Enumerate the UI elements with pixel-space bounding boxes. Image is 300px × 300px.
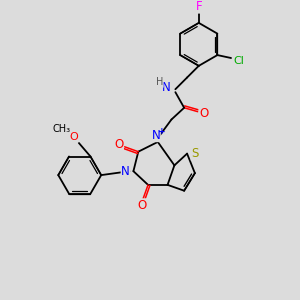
Text: F: F [196,0,202,13]
Text: +: + [158,127,166,136]
Text: Cl: Cl [233,56,244,66]
Text: N: N [152,129,160,142]
Text: O: O [114,138,123,152]
Text: O: O [70,132,78,142]
Text: O: O [199,107,208,120]
Text: N: N [121,165,130,178]
Text: H: H [156,77,164,87]
Text: CH₃: CH₃ [52,124,70,134]
Text: N: N [162,81,171,94]
Text: S: S [191,147,199,160]
Text: O: O [138,199,147,212]
